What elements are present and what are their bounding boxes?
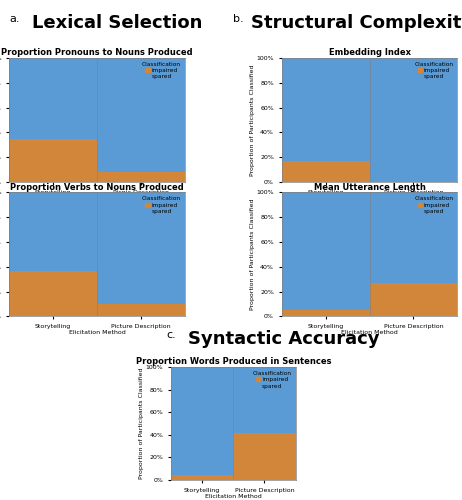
Bar <box>370 192 457 283</box>
Bar <box>9 270 97 316</box>
Y-axis label: Proportion of Participants Classified: Proportion of Participants Classified <box>140 368 145 480</box>
Legend: impaired, spared: impaired, spared <box>413 196 455 215</box>
Bar <box>9 192 97 270</box>
Legend: impaired, spared: impaired, spared <box>141 61 182 80</box>
Bar <box>171 367 233 476</box>
Bar <box>97 192 185 304</box>
Text: a.: a. <box>9 14 20 24</box>
X-axis label: Elicitation Method: Elicitation Method <box>341 196 398 201</box>
Bar <box>282 192 370 310</box>
Text: c.: c. <box>166 330 176 340</box>
Text: Lexical Selection: Lexical Selection <box>31 14 202 32</box>
Bar <box>9 138 97 182</box>
Bar <box>171 476 233 480</box>
Bar <box>233 367 296 432</box>
Legend: impaired, spared: impaired, spared <box>141 196 182 215</box>
Y-axis label: Proportion of Participants Classified: Proportion of Participants Classified <box>250 64 255 176</box>
Bar <box>97 304 185 316</box>
Legend: impaired, spared: impaired, spared <box>251 370 292 390</box>
Bar <box>370 58 457 182</box>
Legend: impaired, spared: impaired, spared <box>413 61 455 80</box>
Title: Embedding Index: Embedding Index <box>328 48 411 57</box>
X-axis label: Elicitation Method: Elicitation Method <box>69 196 126 201</box>
Title: Proportion Words Produced in Sentences: Proportion Words Produced in Sentences <box>135 358 331 366</box>
Title: Proportion Pronouns to Nouns Produced: Proportion Pronouns to Nouns Produced <box>1 48 193 57</box>
Bar <box>282 310 370 316</box>
X-axis label: Elicitation Method: Elicitation Method <box>205 494 261 499</box>
Bar <box>97 58 185 172</box>
Bar <box>282 161 370 182</box>
Text: b.: b. <box>233 14 244 24</box>
Bar <box>282 58 370 161</box>
Bar <box>233 432 296 480</box>
Title: Proportion Verbs to Nouns Produced: Proportion Verbs to Nouns Produced <box>10 182 184 192</box>
Bar <box>9 58 97 138</box>
X-axis label: Elicitation Method: Elicitation Method <box>69 330 126 336</box>
Text: Structural Complexity: Structural Complexity <box>251 14 462 32</box>
Bar <box>370 283 457 316</box>
Text: Syntactic Accuracy: Syntactic Accuracy <box>188 330 380 348</box>
X-axis label: Elicitation Method: Elicitation Method <box>341 330 398 336</box>
Bar <box>97 172 185 182</box>
Y-axis label: Proportion of Participants Classified: Proportion of Participants Classified <box>250 198 255 310</box>
Title: Mean Utterance Length: Mean Utterance Length <box>314 182 426 192</box>
